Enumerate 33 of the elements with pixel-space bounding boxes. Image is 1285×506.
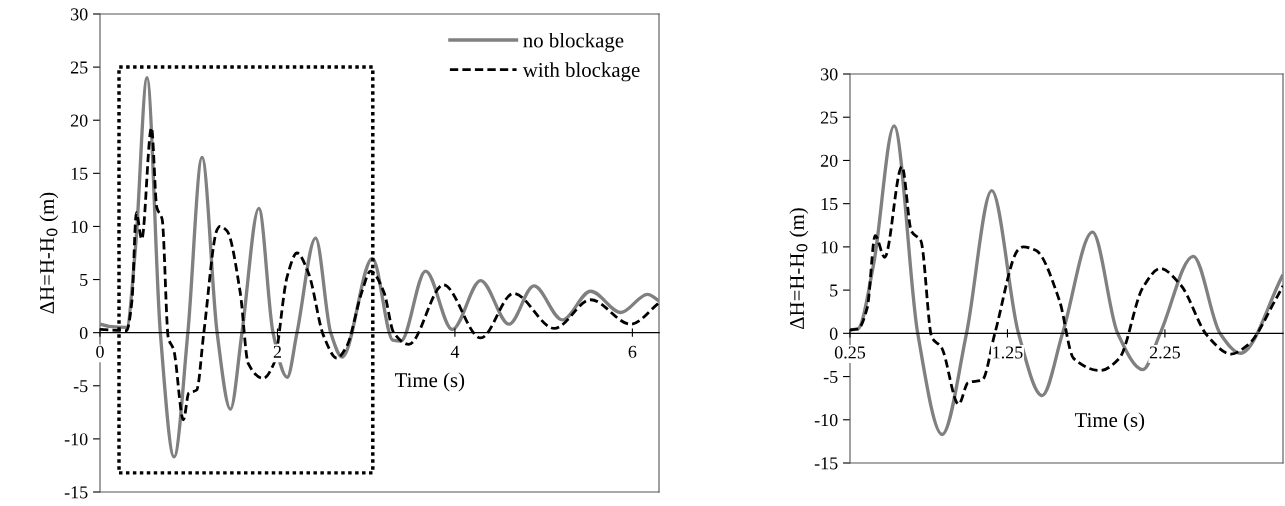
x-tick-label: 2: [273, 345, 281, 358]
y-tick-label: 30: [821, 68, 838, 81]
y-tick-label: 30: [71, 8, 88, 21]
y-axis-title: ΔH=H-H$_{0}$ (m): [789, 208, 809, 330]
y-axis-title: ΔH=H-H$_{0}$ (m): [39, 192, 59, 314]
x-tick-label: 0: [96, 345, 104, 358]
x-tick-label: 6: [628, 345, 637, 358]
y-tick-label: 20: [820, 154, 838, 167]
y-tick-label: 5: [80, 274, 88, 286]
y-tick-label: 0: [79, 326, 88, 340]
y-tick-label: 20: [70, 114, 88, 127]
y-tick-label: -5: [73, 380, 88, 393]
x-tick-label: 2.25: [1149, 346, 1180, 359]
y-tick-label: -10: [814, 414, 838, 427]
x-axis-title: Time (s): [394, 372, 465, 392]
x-tick-label: 4: [450, 345, 460, 358]
y-tick-label: 25: [70, 61, 88, 74]
y-tick-label: 25: [820, 111, 838, 124]
y-tick-label: 15: [821, 198, 838, 211]
x-tick-label: 0.25: [834, 346, 866, 359]
x-axis-title: Time (s): [1074, 412, 1145, 432]
y-tick-label: 5: [830, 284, 838, 297]
legend-label: no blockage: [523, 32, 624, 52]
y-tick-label: -5: [823, 371, 838, 383]
x-tick-label: 1.25: [993, 346, 1023, 359]
y-tick-label: 15: [71, 167, 88, 180]
legend-label: with blockage: [522, 62, 640, 82]
y-tick-label: -15: [64, 486, 88, 499]
y-tick-label: 10: [821, 241, 838, 254]
y-tick-label: -15: [814, 457, 838, 470]
y-tick-label: -10: [64, 433, 88, 446]
y-tick-label: 0: [829, 327, 838, 340]
y-tick-label: 10: [71, 220, 88, 233]
